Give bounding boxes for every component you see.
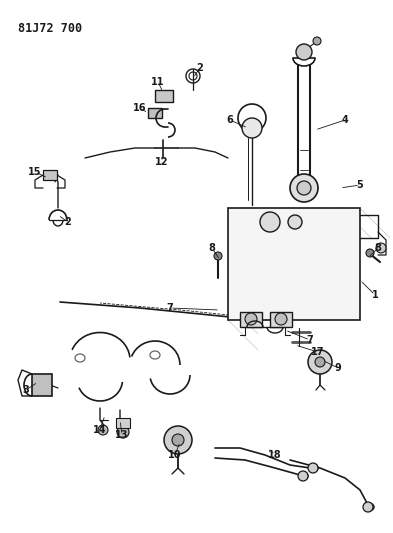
Circle shape — [315, 357, 325, 367]
Circle shape — [376, 243, 386, 253]
Text: 8: 8 — [375, 243, 382, 253]
Circle shape — [363, 502, 373, 512]
Circle shape — [245, 313, 257, 325]
Text: 2: 2 — [64, 217, 72, 227]
Bar — [116, 418, 130, 428]
Text: 8: 8 — [209, 243, 215, 253]
Circle shape — [164, 426, 192, 454]
Text: 12: 12 — [155, 157, 169, 167]
Bar — [43, 170, 57, 180]
Bar — [228, 208, 360, 320]
Circle shape — [275, 313, 287, 325]
Circle shape — [313, 37, 321, 45]
Text: 18: 18 — [268, 450, 282, 460]
Circle shape — [296, 44, 312, 60]
Text: 4: 4 — [342, 115, 348, 125]
Text: 6: 6 — [227, 115, 233, 125]
Text: 16: 16 — [133, 103, 147, 113]
Text: 2: 2 — [196, 63, 203, 73]
Circle shape — [308, 350, 332, 374]
Text: 13: 13 — [115, 430, 129, 440]
Text: 11: 11 — [151, 77, 165, 87]
Text: 7: 7 — [307, 335, 313, 345]
Bar — [270, 312, 292, 327]
Text: 14: 14 — [93, 425, 107, 435]
Circle shape — [172, 434, 184, 446]
Circle shape — [298, 471, 308, 481]
Text: 17: 17 — [311, 347, 325, 357]
Text: 1: 1 — [372, 290, 378, 300]
Text: 10: 10 — [168, 450, 182, 460]
Text: 15: 15 — [28, 167, 42, 177]
Text: 9: 9 — [334, 363, 342, 373]
Circle shape — [366, 249, 374, 257]
Bar — [240, 312, 262, 327]
Bar — [155, 90, 173, 102]
Text: 81J72 700: 81J72 700 — [18, 22, 82, 35]
Circle shape — [260, 212, 280, 232]
Circle shape — [308, 463, 318, 473]
Text: 3: 3 — [23, 385, 29, 395]
Text: 5: 5 — [356, 180, 364, 190]
Bar — [148, 108, 162, 118]
Circle shape — [98, 425, 108, 435]
Circle shape — [288, 215, 302, 229]
Text: 7: 7 — [167, 303, 173, 313]
Circle shape — [214, 252, 222, 260]
Circle shape — [242, 118, 262, 138]
Circle shape — [117, 426, 129, 438]
Circle shape — [297, 181, 311, 195]
Bar — [32, 374, 52, 396]
Circle shape — [290, 174, 318, 202]
